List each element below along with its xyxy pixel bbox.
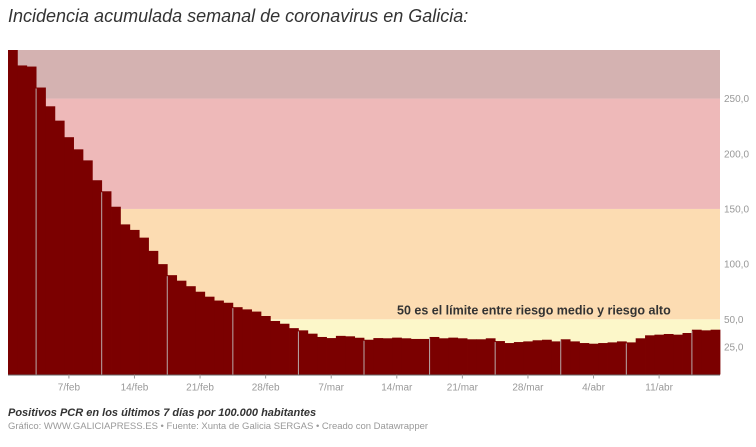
bar xyxy=(382,338,393,375)
bar xyxy=(373,338,384,375)
bar xyxy=(701,330,712,375)
bar xyxy=(710,329,721,375)
bar xyxy=(532,340,543,375)
x-tick-label: 7/feb xyxy=(58,383,81,394)
bar xyxy=(176,280,187,375)
x-tick-label: 4/abr xyxy=(582,383,605,394)
bar xyxy=(139,237,149,375)
bar xyxy=(195,291,206,375)
bar xyxy=(523,341,534,375)
bar xyxy=(588,343,599,375)
bar xyxy=(495,341,505,375)
bar xyxy=(260,316,271,375)
bar xyxy=(26,66,37,375)
bar xyxy=(326,338,337,375)
bar xyxy=(270,320,281,375)
bar xyxy=(148,250,159,375)
bar xyxy=(307,333,318,375)
y-tick-label: 25,0 xyxy=(724,342,744,353)
bar xyxy=(401,338,412,375)
x-tick-label: 14/feb xyxy=(121,383,149,394)
bar xyxy=(101,191,112,375)
bar xyxy=(186,286,196,375)
bar xyxy=(157,264,168,375)
bar xyxy=(560,339,571,375)
y-tick-label: 250,0 xyxy=(724,94,749,105)
bar xyxy=(448,337,459,375)
bar xyxy=(392,337,402,375)
bar xyxy=(467,339,477,375)
bar xyxy=(92,180,103,375)
bar xyxy=(429,336,440,375)
bar xyxy=(654,334,665,375)
bar xyxy=(645,335,655,375)
bar xyxy=(663,333,674,375)
bar xyxy=(485,338,496,375)
bar xyxy=(420,338,430,375)
y-tick-label: 150,0 xyxy=(724,204,749,215)
risk-band-2 xyxy=(8,98,720,209)
bar xyxy=(579,343,590,375)
bar xyxy=(129,229,140,375)
bar xyxy=(410,338,421,375)
risk-band-3 xyxy=(8,50,720,99)
bar xyxy=(626,342,637,375)
bar xyxy=(691,329,702,375)
bar xyxy=(364,339,374,375)
bar xyxy=(82,160,93,375)
bar xyxy=(438,338,449,375)
bar xyxy=(607,342,618,375)
bar xyxy=(251,311,262,375)
bar xyxy=(73,149,84,375)
annotation-text: 50 es el límite entre riesgo medio y rie… xyxy=(397,303,671,317)
bar xyxy=(317,336,327,375)
bar xyxy=(223,302,234,375)
bar xyxy=(682,332,693,375)
bar xyxy=(551,341,562,375)
chart-credit: Gráfico: WWW.GALICIAPRESS.ES • Fuente: X… xyxy=(8,421,429,432)
bar xyxy=(635,338,646,375)
bar xyxy=(8,50,18,375)
chart-title: Incidencia acumulada semanal de coronavi… xyxy=(8,6,469,26)
bar xyxy=(354,337,365,375)
x-tick-label: 28/feb xyxy=(252,383,280,394)
bar xyxy=(673,334,683,375)
x-tick-label: 14/mar xyxy=(381,383,413,394)
bar xyxy=(214,300,224,375)
x-tick-label: 21/mar xyxy=(447,383,479,394)
bar xyxy=(476,339,487,375)
bar xyxy=(45,106,56,375)
bar xyxy=(36,87,46,375)
x-tick-label: 21/feb xyxy=(186,383,214,394)
bar xyxy=(17,65,28,375)
bar xyxy=(570,341,580,375)
bar xyxy=(345,336,356,375)
bar xyxy=(457,338,468,375)
bar xyxy=(64,137,74,375)
bar xyxy=(242,309,252,375)
bar xyxy=(616,341,627,375)
bar xyxy=(279,323,290,375)
bar xyxy=(542,339,552,375)
bar-chart: 25,0 50,0 100,0 150,0 200,0 250,0 7/feb 14/feb 2… xyxy=(8,50,749,394)
bar xyxy=(513,342,524,375)
bar xyxy=(504,343,515,375)
x-tick-label: 11/abr xyxy=(645,383,673,394)
bar xyxy=(167,275,178,375)
bar xyxy=(204,296,215,375)
bar xyxy=(289,328,299,375)
y-tick-label: 100,0 xyxy=(724,260,749,271)
bar xyxy=(335,335,346,375)
x-tick-label: 28/mar xyxy=(512,383,544,394)
bar xyxy=(598,343,608,375)
y-tick-label: 200,0 xyxy=(724,149,749,160)
bar xyxy=(120,224,131,375)
y-tick-label: 50,0 xyxy=(724,315,744,326)
bar xyxy=(232,307,243,375)
bar xyxy=(111,206,121,375)
x-tick-label: 7/mar xyxy=(318,383,344,394)
bar xyxy=(54,120,65,375)
chart-note: Positivos PCR en los últimos 7 días por … xyxy=(8,407,317,419)
bar xyxy=(298,330,309,375)
